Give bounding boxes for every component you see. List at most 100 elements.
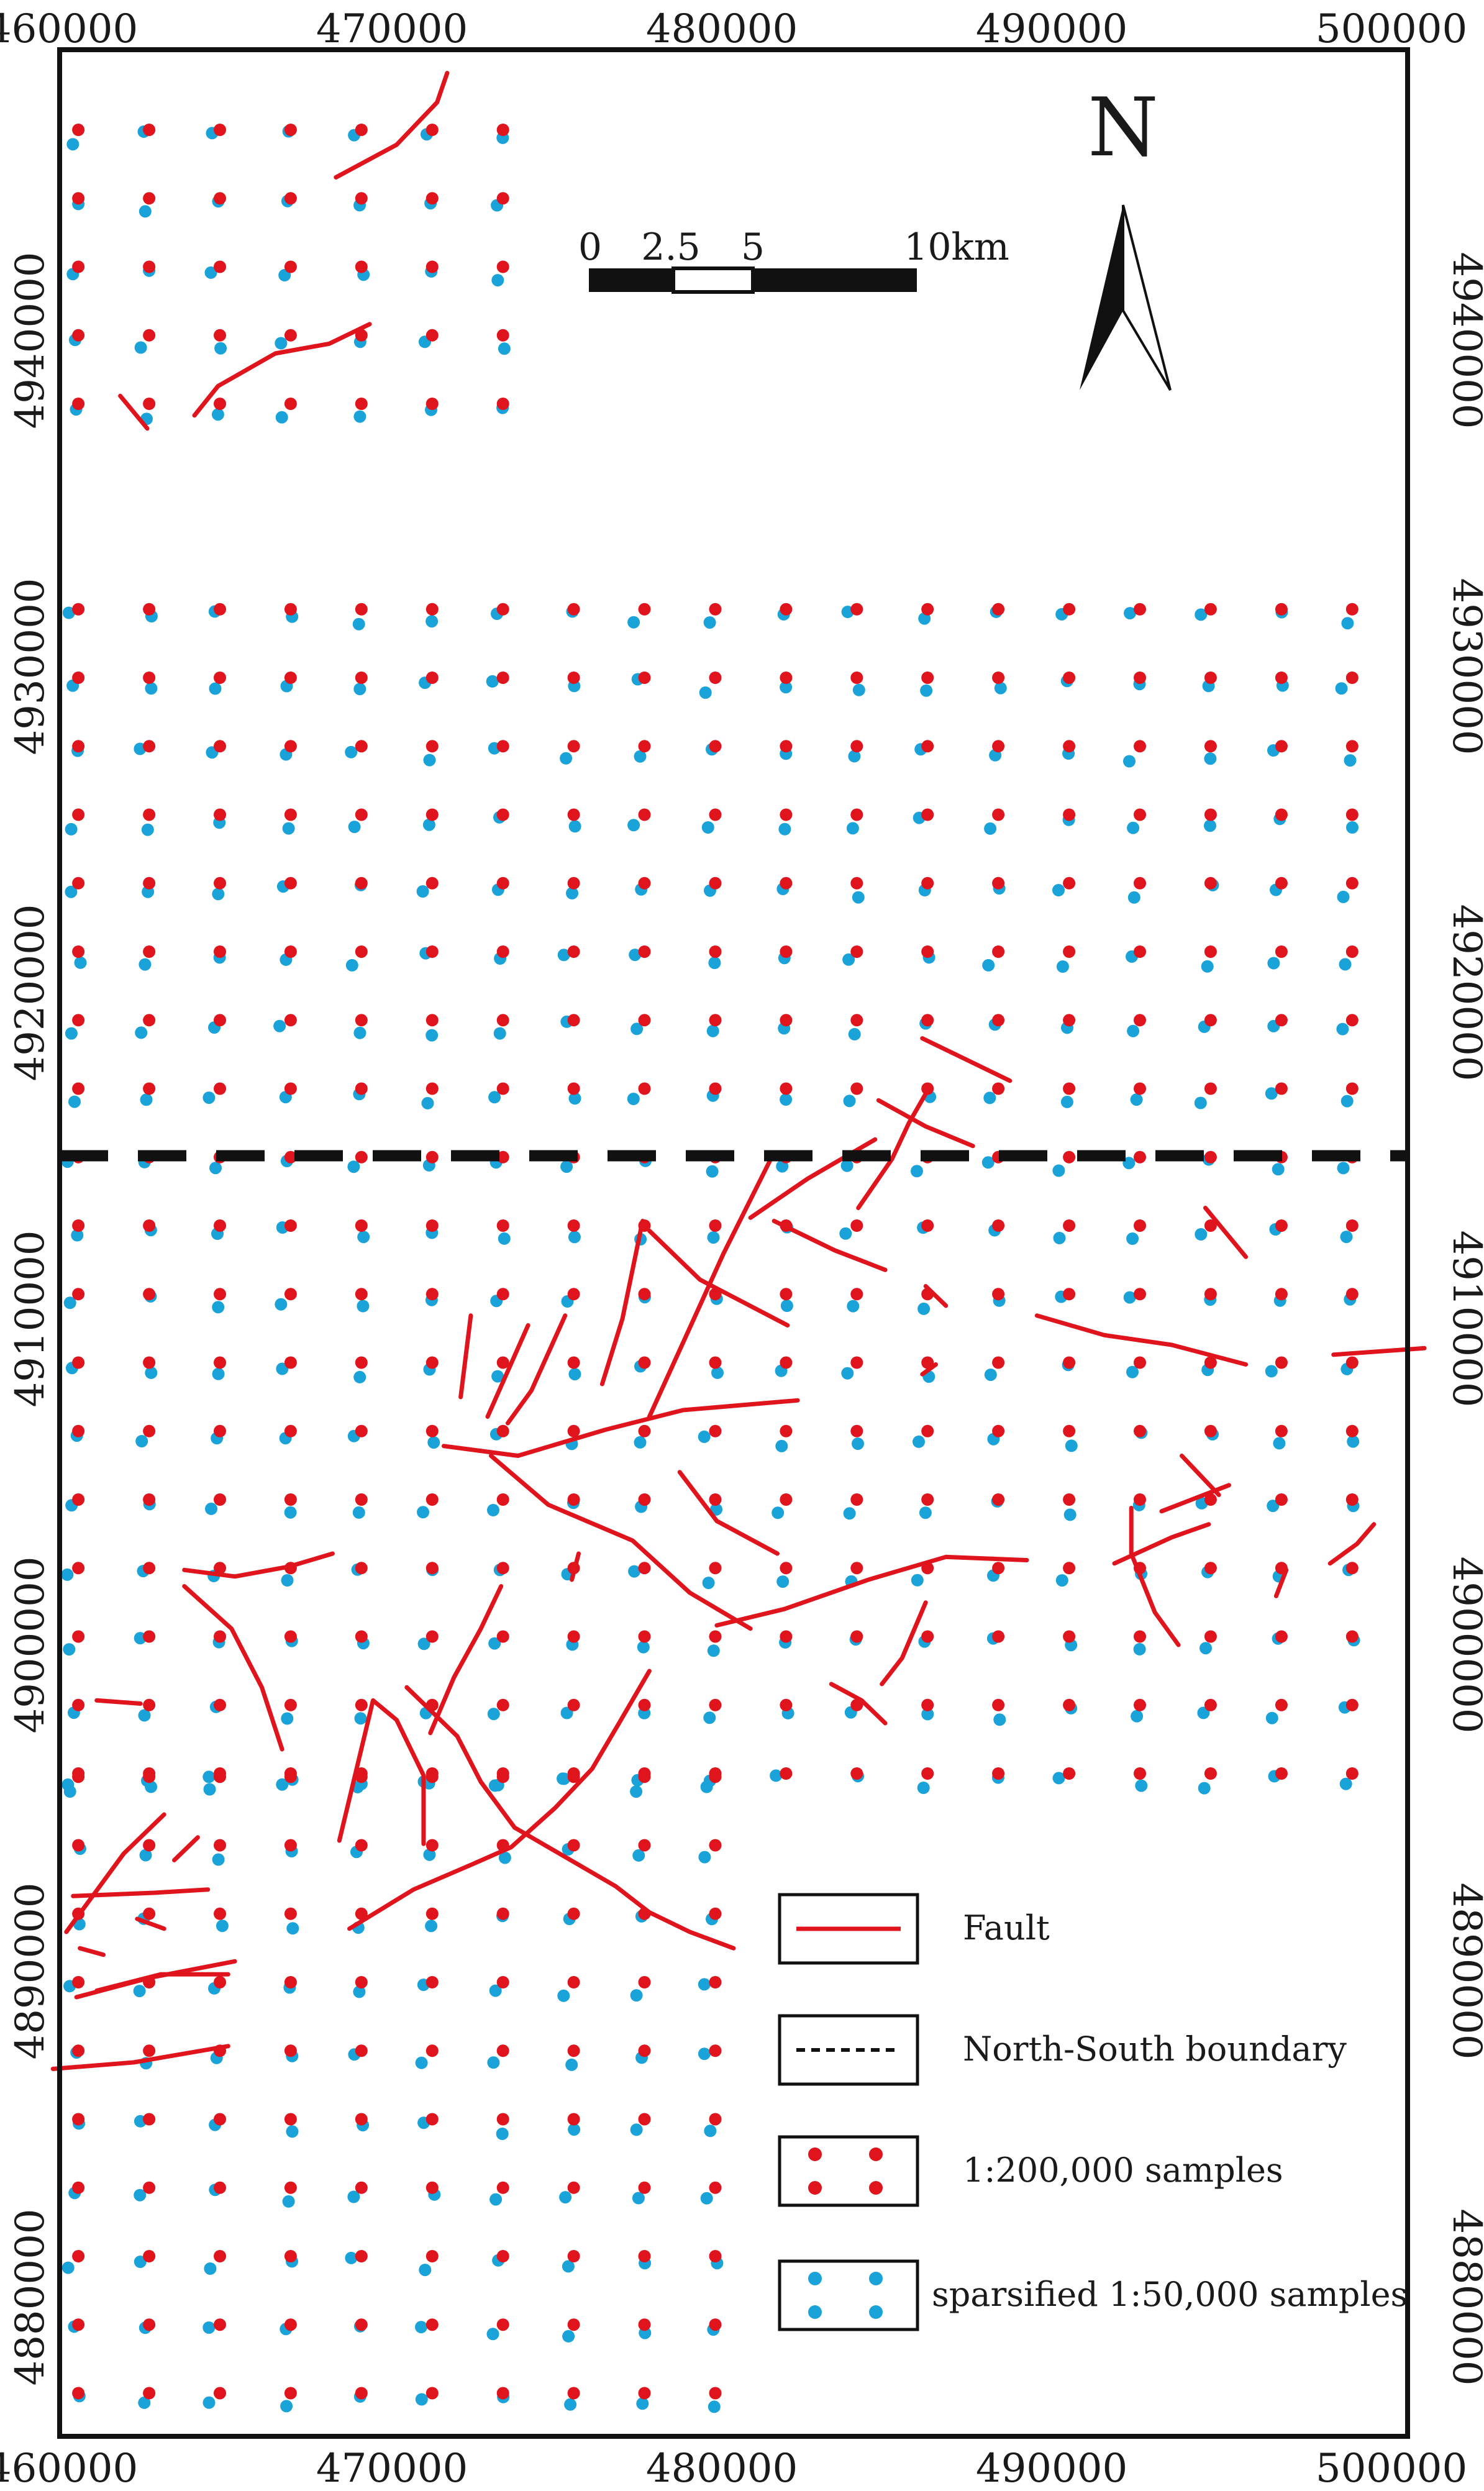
sample-200k-point — [72, 2250, 85, 2262]
sample-200k-point — [214, 603, 226, 616]
sample-200k-point — [214, 740, 226, 753]
sample-200k-point — [1063, 1493, 1076, 1506]
sample-200k-point — [143, 945, 156, 958]
sample-50k-point — [839, 1227, 852, 1240]
sample-200k-point — [1204, 740, 1217, 753]
sample-50k-point — [634, 750, 647, 763]
sample-50k-point — [1204, 752, 1217, 765]
sample-200k-point — [638, 877, 651, 890]
sample-200k-point — [921, 1014, 934, 1027]
sample-200k-point — [143, 260, 156, 273]
left-y-tick-label: 4890000 — [7, 1882, 53, 2059]
sample-200k-point — [72, 1770, 85, 1783]
sample-200k-point — [638, 2318, 651, 2331]
sample-200k-point — [72, 1976, 85, 1988]
sample-200k-point — [992, 740, 1005, 753]
sample-200k-point — [426, 1493, 439, 1506]
sample-200k-point — [992, 672, 1005, 684]
sample-200k-point — [992, 603, 1005, 616]
sample-50k-point — [770, 1769, 783, 1782]
sample-50k-point — [212, 1367, 225, 1380]
sample-200k-point — [496, 1288, 509, 1301]
sample-200k-point — [496, 877, 509, 890]
sample-200k-point — [355, 1630, 368, 1643]
sample-50k-point — [139, 205, 152, 218]
sample-200k-point — [1345, 672, 1359, 684]
sample-200k-point — [143, 2181, 156, 2194]
sample-50k-point — [489, 1984, 502, 1997]
sample-200k-point — [72, 1839, 85, 1852]
sample-200k-point — [567, 1976, 580, 1988]
sample-50k-point — [1055, 1574, 1068, 1587]
sample-50k-point — [1337, 890, 1350, 903]
sample-200k-point — [426, 808, 439, 821]
sample-50k-point — [1198, 1782, 1211, 1795]
sample-200k-point — [496, 192, 509, 205]
scale-label-2-5: 2.5 — [641, 225, 700, 269]
sample-200k-point — [1204, 1698, 1217, 1711]
sample-50k-point — [1339, 958, 1352, 971]
legend-50k-swatch — [869, 2272, 883, 2285]
sample-200k-point — [355, 398, 368, 410]
sample-200k-point — [709, 2387, 722, 2400]
sample-50k-point — [1341, 1095, 1354, 1108]
sample-200k-point — [638, 1976, 651, 1988]
sample-200k-point — [1204, 603, 1217, 616]
bottom-x-tick-label: 500000 — [1316, 2446, 1467, 2491]
sample-200k-point — [284, 740, 297, 753]
sample-50k-point — [911, 1573, 924, 1587]
bottom-x-tick-label: 460000 — [0, 2446, 138, 2491]
sample-50k-point — [630, 1022, 644, 1036]
legend-200k-swatch — [808, 2181, 822, 2195]
sample-200k-point — [1345, 945, 1359, 958]
sample-50k-point — [1204, 819, 1216, 832]
sample-200k-point — [992, 1014, 1005, 1027]
sample-50k-point — [1335, 682, 1348, 695]
sample-200k-point — [1204, 877, 1217, 890]
sample-200k-point — [284, 2181, 297, 2194]
sample-200k-point — [426, 1082, 439, 1095]
sample-50k-point — [1133, 1642, 1146, 1655]
sample-200k-point — [284, 1356, 297, 1369]
sample-200k-point — [214, 1219, 226, 1232]
sample-50k-point — [354, 1712, 367, 1725]
legend-50k-box — [778, 2259, 919, 2331]
fault-line — [94, 1698, 143, 1706]
legend-200k-label: 1:200,000 samples — [963, 2151, 1283, 2190]
sample-200k-point — [426, 877, 439, 890]
sample-200k-point — [567, 672, 580, 684]
sample-200k-point — [921, 1493, 934, 1506]
sample-200k-point — [709, 1907, 722, 1920]
sample-50k-point — [984, 822, 997, 835]
sample-200k-point — [567, 945, 580, 958]
sample-200k-point — [143, 1219, 156, 1232]
sample-200k-point — [72, 1424, 85, 1437]
sample-200k-point — [72, 260, 85, 273]
sample-50k-point — [632, 1849, 645, 1862]
sample-200k-point — [1204, 1014, 1217, 1027]
sample-50k-point — [491, 1370, 504, 1383]
left-y-tick-label: 4900000 — [7, 1556, 53, 1733]
fault-line — [347, 1669, 652, 1931]
sample-200k-point — [143, 2044, 156, 2057]
sample-200k-point — [992, 1630, 1005, 1643]
sample-200k-point — [1345, 1424, 1359, 1437]
sample-200k-point — [355, 260, 368, 273]
sample-50k-point — [1265, 1087, 1278, 1100]
sample-200k-point — [1345, 1698, 1359, 1711]
sample-50k-point — [917, 1782, 930, 1794]
sample-200k-point — [143, 192, 156, 205]
sample-200k-point — [496, 1493, 509, 1506]
sample-200k-point — [426, 2044, 439, 2057]
sample-50k-point — [496, 2128, 509, 2140]
legend-50k-swatch — [869, 2305, 883, 2319]
sample-200k-point — [426, 2181, 439, 2194]
sample-200k-point — [426, 945, 439, 958]
sample-200k-point — [355, 2250, 368, 2262]
sample-50k-point — [852, 683, 865, 696]
sample-200k-point — [284, 1288, 297, 1301]
fault-line — [1180, 1454, 1221, 1497]
sample-200k-point — [496, 329, 509, 342]
sample-200k-point — [426, 1976, 439, 1988]
sample-200k-point — [709, 877, 722, 890]
